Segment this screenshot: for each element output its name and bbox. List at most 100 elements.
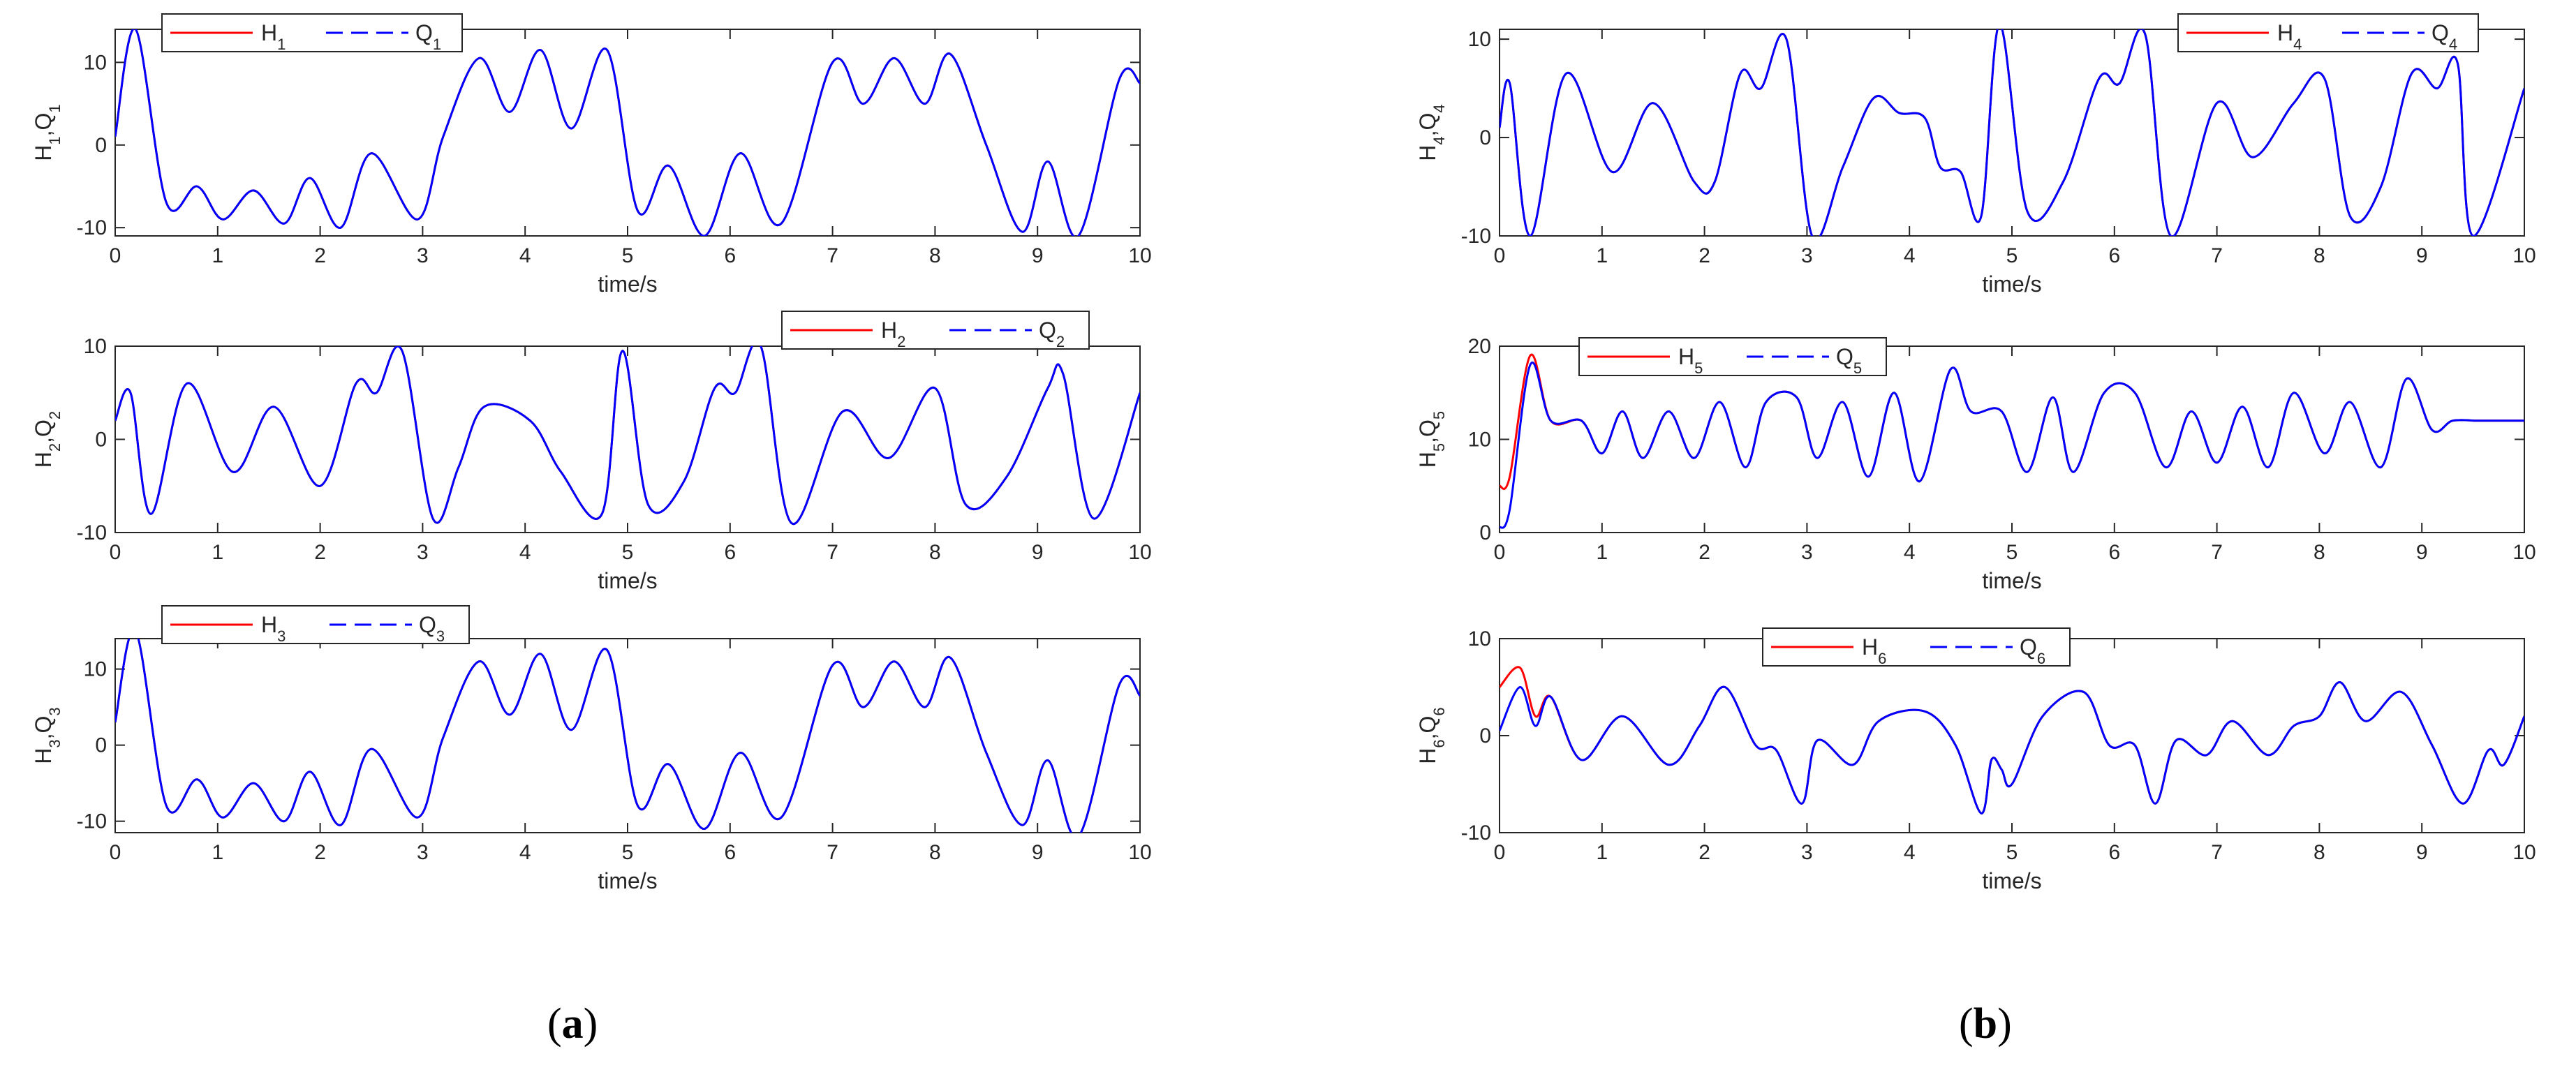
x-tick-label: 10 — [2512, 244, 2536, 267]
y-tick-label: 10 — [1468, 28, 1491, 51]
x-tick-label: 2 — [1698, 841, 1710, 864]
panel-label-b-letter: b — [1973, 1000, 1998, 1048]
legend: H5 Q5 — [1578, 337, 1887, 377]
series-line-Q5 — [1500, 362, 2524, 529]
x-tick-label: 9 — [2416, 244, 2428, 267]
legend: H4 Q4 — [2177, 13, 2479, 53]
plot-area — [114, 345, 1141, 533]
legend-label-h: H4 — [2277, 20, 2302, 53]
x-tick-label: 10 — [1128, 541, 1151, 564]
legend: H2 Q2 — [781, 311, 1090, 350]
y-axis-label: H5,Q5 — [1415, 411, 1448, 468]
series-group — [1500, 666, 2524, 814]
legend: H3 Q3 — [161, 605, 470, 645]
x-tick-label: 4 — [1904, 244, 1916, 267]
y-tick-label: 0 — [95, 734, 107, 757]
x-tick-label: 4 — [519, 541, 531, 564]
y-tick-label: 10 — [1468, 627, 1491, 650]
y-tick-label: 0 — [95, 429, 107, 452]
x-tick-label: 8 — [929, 541, 941, 564]
series-line-Q4 — [1500, 29, 2524, 236]
x-tick-label: 3 — [417, 841, 429, 864]
x-tick-label: 10 — [2512, 541, 2536, 564]
x-tick-label: 2 — [314, 841, 326, 864]
x-tick-label: 1 — [1596, 841, 1608, 864]
x-tick-label: 7 — [827, 841, 838, 864]
x-tick-label: 0 — [1494, 541, 1506, 564]
y-axis-label: H3,Q3 — [31, 707, 64, 764]
legend-label-h: H5 — [1678, 344, 1703, 377]
panel-label-b-open: ( — [1959, 1000, 1974, 1048]
x-tick-label: 10 — [1128, 841, 1151, 864]
y-tick-label: 10 — [84, 335, 107, 358]
x-axis-label: time/s — [1982, 568, 2041, 593]
y-tick-label: 0 — [95, 134, 107, 157]
x-tick-label: 5 — [622, 841, 634, 864]
x-tick-label: 8 — [2314, 244, 2325, 267]
x-tick-label: 7 — [827, 244, 838, 267]
series-group — [1500, 29, 2524, 236]
y-axis-label: H1,Q1 — [31, 104, 64, 161]
legend-label-h: H2 — [881, 318, 905, 350]
x-tick-label: 0 — [110, 841, 121, 864]
y-tick-label: -10 — [77, 810, 107, 833]
y-tick-label: 10 — [84, 51, 107, 74]
panel-label-b-close: ) — [1997, 1000, 2012, 1048]
legend-label-q: Q2 — [1039, 318, 1065, 350]
x-tick-label: 6 — [724, 541, 736, 564]
series-group — [115, 639, 1140, 833]
y-axis-label: H6,Q6 — [1415, 707, 1448, 764]
panel-label-a-open: ( — [547, 1000, 562, 1048]
x-axis-label: time/s — [598, 568, 657, 593]
y-tick-label: 0 — [1479, 724, 1491, 747]
x-axis-label: time/s — [598, 272, 657, 297]
series-line-Q2 — [115, 346, 1140, 525]
legend: H1 Q1 — [161, 13, 463, 53]
x-tick-label: 5 — [622, 541, 634, 564]
panel-label-b: (b) — [1959, 999, 2012, 1049]
y-tick-label: 10 — [84, 658, 107, 681]
x-tick-label: 10 — [2512, 841, 2536, 864]
x-tick-label: 1 — [1596, 541, 1608, 564]
x-tick-label: 5 — [622, 244, 634, 267]
x-tick-label: 8 — [2314, 541, 2325, 564]
x-axis-label: time/s — [1982, 272, 2041, 297]
x-tick-label: 8 — [2314, 841, 2325, 864]
x-tick-label: 5 — [2006, 244, 2018, 267]
y-axis-label: H4,Q4 — [1415, 104, 1448, 161]
x-tick-label: 4 — [1904, 541, 1916, 564]
x-tick-label: 3 — [1801, 541, 1813, 564]
x-tick-label: 3 — [417, 541, 429, 564]
plot-area — [114, 638, 1141, 833]
plot-area — [114, 29, 1141, 237]
x-axis-label: time/s — [598, 868, 657, 893]
series-group — [115, 346, 1140, 525]
panel-label-a-letter: a — [561, 1000, 584, 1048]
y-tick-label: -10 — [1461, 225, 1491, 248]
y-tick-label: -10 — [77, 521, 107, 544]
y-tick-label: 0 — [1479, 126, 1491, 149]
legend-label-q: Q1 — [415, 20, 441, 53]
x-tick-label: 9 — [1032, 541, 1044, 564]
x-tick-label: 0 — [110, 541, 121, 564]
panel-label-a: (a) — [547, 999, 598, 1049]
x-tick-label: 1 — [212, 841, 223, 864]
x-tick-label: 4 — [519, 244, 531, 267]
x-tick-label: 0 — [110, 244, 121, 267]
x-tick-label: 5 — [2006, 841, 2018, 864]
legend-label-h: H1 — [261, 20, 286, 53]
x-tick-label: 6 — [2108, 244, 2120, 267]
y-tick-label: -10 — [77, 216, 107, 239]
x-tick-label: 0 — [1494, 244, 1506, 267]
x-tick-label: 9 — [2416, 841, 2428, 864]
x-tick-label: 5 — [2006, 541, 2018, 564]
x-tick-label: 6 — [724, 244, 736, 267]
series-line-Q1 — [115, 29, 1140, 236]
x-tick-label: 9 — [1032, 244, 1044, 267]
x-tick-label: 10 — [1128, 244, 1151, 267]
y-axis-label: H2,Q2 — [31, 411, 64, 468]
